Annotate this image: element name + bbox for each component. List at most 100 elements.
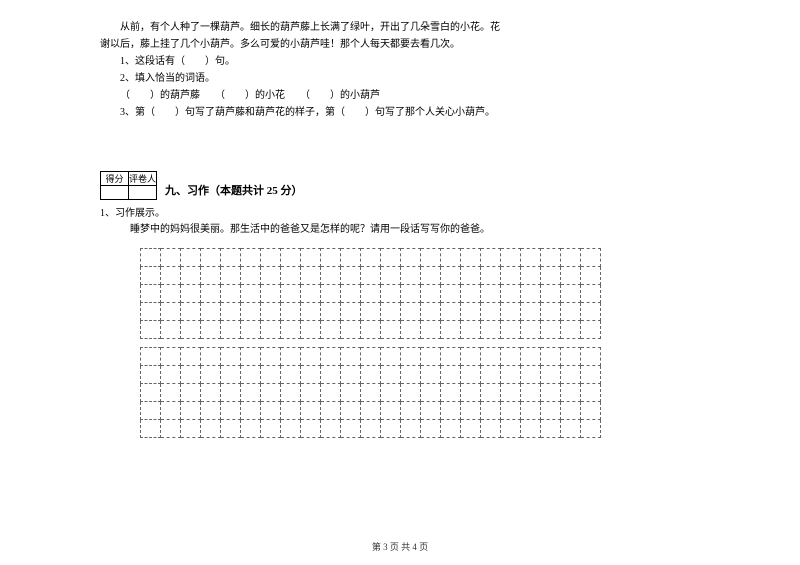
grid-cell — [401, 249, 421, 267]
grid-cell — [581, 285, 601, 303]
grid-cell — [141, 420, 161, 438]
grid-cell — [461, 267, 481, 285]
grid-cell — [561, 267, 581, 285]
grid-cell — [321, 267, 341, 285]
grid-cell — [361, 420, 381, 438]
grid-cell — [301, 321, 321, 339]
grid-cell — [261, 384, 281, 402]
grid-cell — [261, 285, 281, 303]
grid-cell — [281, 348, 301, 366]
grid-cell — [181, 267, 201, 285]
grid-cell — [381, 402, 401, 420]
grid-cell — [421, 366, 441, 384]
grid-cell — [501, 321, 521, 339]
grid-cell — [521, 366, 541, 384]
grid-cell — [341, 420, 361, 438]
grid-cell — [261, 348, 281, 366]
grid-cell — [541, 249, 561, 267]
grid-cell — [421, 249, 441, 267]
grid-cell — [501, 366, 521, 384]
grid-cell — [301, 384, 321, 402]
grid-cell — [361, 249, 381, 267]
grid-cell — [141, 249, 161, 267]
grid-cell — [461, 348, 481, 366]
grid-cell — [541, 303, 561, 321]
grid-cell — [401, 321, 421, 339]
grid-cell — [541, 321, 561, 339]
grid-cell — [381, 285, 401, 303]
grid-cell — [321, 402, 341, 420]
grid-cell — [561, 249, 581, 267]
grid-cell — [201, 402, 221, 420]
writing-grids — [140, 248, 700, 438]
grid-cell — [501, 285, 521, 303]
grid-cell — [221, 285, 241, 303]
grid-cell — [401, 303, 421, 321]
grid-cell — [461, 420, 481, 438]
grid-cell — [181, 249, 201, 267]
writing-grid-2 — [140, 347, 601, 438]
grid-cell — [461, 384, 481, 402]
grid-cell — [141, 321, 161, 339]
grid-cell — [141, 303, 161, 321]
grid-cell — [481, 303, 501, 321]
grader-label: 评卷人 — [129, 172, 157, 186]
grid-cell — [161, 249, 181, 267]
grid-cell — [341, 267, 361, 285]
grid-cell — [421, 402, 441, 420]
grid-cell — [401, 420, 421, 438]
grid-cell — [281, 303, 301, 321]
grid-cell — [521, 348, 541, 366]
grid-cell — [541, 348, 561, 366]
passage-line1: 从前，有个人种了一棵葫芦。细长的葫芦藤上长满了绿叶，开出了几朵雪白的小花。花 — [100, 20, 700, 36]
grid-cell — [301, 402, 321, 420]
grid-cell — [301, 348, 321, 366]
grid-cell — [381, 267, 401, 285]
reading-passage: 从前，有个人种了一棵葫芦。细长的葫芦藤上长满了绿叶，开出了几朵雪白的小花。花 谢… — [100, 20, 700, 121]
grid-cell — [161, 384, 181, 402]
grid-cell — [381, 249, 401, 267]
grid-cell — [541, 420, 561, 438]
grid-cell — [581, 249, 601, 267]
grid-cell — [501, 267, 521, 285]
grid-cell — [241, 249, 261, 267]
grid-cell — [261, 267, 281, 285]
grid-cell — [421, 321, 441, 339]
grid-cell — [381, 321, 401, 339]
grid-cell — [581, 384, 601, 402]
grid-cell — [221, 303, 241, 321]
grid-cell — [201, 249, 221, 267]
grid-cell — [201, 366, 221, 384]
grid-cell — [561, 285, 581, 303]
grid-cell — [321, 321, 341, 339]
grid-cell — [301, 303, 321, 321]
grid-cell — [501, 249, 521, 267]
grid-cell — [341, 402, 361, 420]
grid-cell — [181, 420, 201, 438]
grid-cell — [301, 366, 321, 384]
grid-cell — [221, 366, 241, 384]
grid-cell — [581, 321, 601, 339]
grid-cell — [261, 366, 281, 384]
grid-cell — [221, 249, 241, 267]
question-2: 2、填入恰当的词语。 — [100, 71, 700, 87]
grid-cell — [481, 285, 501, 303]
grid-cell — [261, 402, 281, 420]
grid-cell — [221, 402, 241, 420]
grid-cell — [401, 402, 421, 420]
grid-cell — [361, 321, 381, 339]
grid-cell — [181, 303, 201, 321]
grid-cell — [561, 321, 581, 339]
grid-cell — [561, 348, 581, 366]
grid-cell — [321, 366, 341, 384]
grid-cell — [361, 303, 381, 321]
grid-cell — [161, 366, 181, 384]
grid-cell — [321, 303, 341, 321]
writing-section: 1、习作展示。 睡梦中的妈妈很美丽。那生活中的爸爸又是怎样的呢？请用一段话写写你… — [100, 206, 700, 238]
grid-cell — [441, 420, 461, 438]
grid-cell — [221, 420, 241, 438]
grid-cell — [321, 249, 341, 267]
grid-cell — [361, 348, 381, 366]
grid-cell — [321, 348, 341, 366]
grid-cell — [581, 402, 601, 420]
